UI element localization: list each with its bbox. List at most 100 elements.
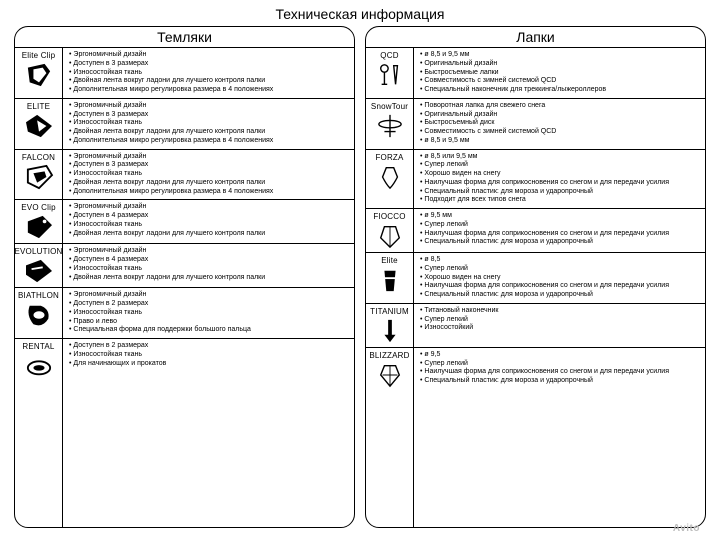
feature-item: Супер легкий (420, 161, 699, 170)
strap7-icon (24, 353, 54, 379)
product-label-cell: EVO Clip (15, 200, 63, 243)
feature-item: Наилучшая форма для соприкосновения со с… (420, 230, 699, 239)
feature-item: Супер легкий (420, 221, 699, 230)
feature-item: Специальная форма для поддержки большого… (69, 326, 348, 335)
feature-item: Хорошо виден на снегу (420, 274, 699, 283)
strap3-icon (24, 164, 54, 190)
table-row: FORZAø 8,5 или 9,5 ммСупер легкийХорошо … (366, 150, 705, 210)
watermark: Avito (673, 523, 700, 534)
product-label-cell: EVOLUTION (15, 244, 63, 287)
feature-item: Двойная лента вокруг ладони для лучшего … (69, 128, 348, 137)
feature-item: Быстросъемный диск (420, 119, 699, 128)
feature-item: Двойная лента вокруг ладони для лучшего … (69, 77, 348, 86)
product-name: FALCON (22, 153, 55, 162)
product-name: ELITE (27, 102, 50, 111)
features-cell: Поворотная лапка для свежего снегаОригин… (414, 99, 705, 149)
features-cell: Эргономичный дизайнДоступен в 2 размерах… (63, 288, 354, 338)
feature-item: Эргономичный дизайн (69, 102, 348, 111)
feature-item: Эргономичный дизайн (69, 203, 348, 212)
feature-item: Износостойкая ткань (69, 170, 348, 179)
feature-item: ø 8,5 или 9,5 мм (420, 153, 699, 162)
feature-item: Доступен в 2 размерах (69, 342, 348, 351)
feature-item: ø 9,5 (420, 351, 699, 360)
strap1-icon (24, 62, 54, 88)
feature-item: ø 9,5 мм (420, 212, 699, 221)
page-title: Техническая информация (0, 0, 720, 26)
product-name: SnowTour (371, 102, 408, 111)
right-panel: Лапки QCDø 8,5 и 9,5 ммОригинальный диза… (365, 26, 706, 528)
feature-item: Износостойкая ткань (69, 309, 348, 318)
feature-item: Специальный пластик: для мороза и удароп… (420, 188, 699, 197)
feature-item: Доступен в 3 размерах (69, 60, 348, 69)
product-name: RENTAL (22, 342, 54, 351)
feature-item: Дополнительная микро регулировка размера… (69, 137, 348, 146)
feature-item: Наилучшая форма для соприкосновения со с… (420, 368, 699, 377)
product-label-cell: TITANIUM (366, 304, 414, 347)
table-row: QCDø 8,5 и 9,5 ммОригинальный дизайнБыст… (366, 48, 705, 99)
table-row: Elite ClipЭргономичный дизайнДоступен в … (15, 48, 354, 99)
feature-item: ø 8,5 (420, 256, 699, 265)
right-rows: QCDø 8,5 и 9,5 ммОригинальный дизайнБыст… (366, 48, 705, 527)
basket-forza-icon (375, 164, 405, 190)
feature-item: Износостойкая ткань (69, 69, 348, 78)
product-label-cell: BIATHLON (15, 288, 63, 338)
feature-item: Оригинальный дизайн (420, 60, 699, 69)
strap5-icon (24, 258, 54, 284)
feature-item: Специальный пластик: для мороза и удароп… (420, 291, 699, 300)
strap2-icon (24, 113, 54, 139)
basket-qcd-icon (375, 62, 405, 88)
product-name: EVOLUTION (14, 247, 62, 256)
basket-titanium-icon (375, 318, 405, 344)
feature-item: Дополнительная микро регулировка размера… (69, 86, 348, 95)
feature-item: ø 8,5 и 9,5 мм (420, 137, 699, 146)
feature-item: Износостойкая ткань (69, 265, 348, 274)
product-label-cell: ELITE (15, 99, 63, 149)
product-label-cell: FIOCCO (366, 209, 414, 252)
features-cell: ø 8,5Супер легкийХорошо виден на снегуНа… (414, 253, 705, 303)
basket-snow-icon (375, 113, 405, 139)
product-label-cell: Elite Clip (15, 48, 63, 98)
feature-item: Совместимость с зимней системой QCD (420, 128, 699, 137)
feature-item: Хорошо виден на снегу (420, 170, 699, 179)
feature-item: ø 8,5 и 9,5 мм (420, 51, 699, 60)
table-row: Elite ø 8,5Супер легкийХорошо виден на сн… (366, 253, 705, 304)
strap6-icon (24, 302, 54, 328)
features-cell: Титановый наконечникСупер легкийИзносост… (414, 304, 705, 347)
feature-item: Двойная лента вокруг ладони для лучшего … (69, 274, 348, 283)
product-label-cell: QCD (366, 48, 414, 98)
product-name: FIOCCO (373, 212, 405, 221)
feature-item: Доступен в 4 размерах (69, 256, 348, 265)
product-label-cell: FALCON (15, 150, 63, 200)
features-cell: ø 8,5 или 9,5 ммСупер легкийХорошо виден… (414, 150, 705, 209)
feature-item: Специальный наконечник для треккинга/лыж… (420, 86, 699, 95)
feature-item: Двойная лента вокруг ладони для лучшего … (69, 230, 348, 239)
features-cell: Эргономичный дизайнДоступен в 3 размерах… (63, 48, 354, 98)
product-label-cell: SnowTour (366, 99, 414, 149)
basket-fiocco-icon (375, 223, 405, 249)
feature-item: Поворотная лапка для свежего снега (420, 102, 699, 111)
table-row: EVOLUTIONЭргономичный дизайнДоступен в 4… (15, 244, 354, 288)
feature-item: Специальный пластик: для мороза и удароп… (420, 377, 699, 386)
feature-item: Доступен в 4 размерах (69, 212, 348, 221)
basket-elite-icon (375, 267, 405, 293)
feature-item: Износостойкая ткань (69, 119, 348, 128)
product-label-cell: FORZA (366, 150, 414, 209)
feature-item: Эргономичный дизайн (69, 291, 348, 300)
feature-item: Износостойкая ткань (69, 351, 348, 360)
table-row: FIOCCO ø 9,5 ммСупер легкийНаилучшая форм… (366, 209, 705, 253)
feature-item: Эргономичный дизайн (69, 247, 348, 256)
product-name: Elite (381, 256, 398, 265)
feature-item: Оригинальный дизайн (420, 111, 699, 120)
features-cell: Эргономичный дизайнДоступен в 4 размерах… (63, 244, 354, 287)
table-row: EVO Clip Эргономичный дизайнДоступен в 4 … (15, 200, 354, 244)
left-panel-title: Темляки (15, 27, 354, 48)
product-name: BIATHLON (18, 291, 59, 300)
feature-item: Эргономичный дизайн (69, 153, 348, 162)
feature-item: Супер легкий (420, 316, 699, 325)
features-cell: Доступен в 2 размерахИзносостойкая ткань… (63, 339, 354, 527)
product-label-cell: RENTAL (15, 339, 63, 527)
strap4-icon (24, 214, 54, 240)
feature-item: Двойная лента вокруг ладони для лучшего … (69, 179, 348, 188)
feature-item: Эргономичный дизайн (69, 51, 348, 60)
features-cell: ø 8,5 и 9,5 ммОригинальный дизайнБыстрос… (414, 48, 705, 98)
